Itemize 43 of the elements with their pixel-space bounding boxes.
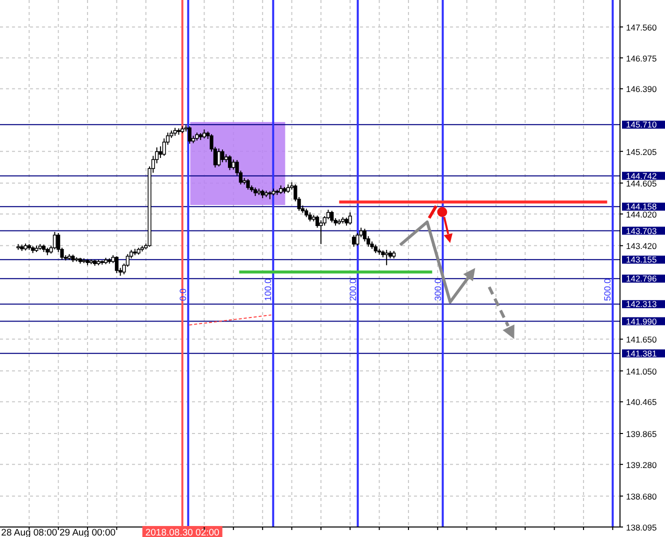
candlestick <box>52 231 57 250</box>
candlestick <box>232 159 236 170</box>
ref-line-label: 141.381 <box>626 348 657 358</box>
candlestick <box>188 126 192 144</box>
y-tick-label: 138.680 <box>626 491 657 502</box>
candlestick <box>220 149 224 163</box>
ref-line-label: 142.313 <box>626 299 657 310</box>
y-tick-label: 144.605 <box>626 178 657 188</box>
candlestick <box>246 178 250 190</box>
y-tick-label: 144.020 <box>626 209 657 220</box>
ref-line-label: 145.710 <box>626 120 657 130</box>
y-tick-label: 141.050 <box>626 366 657 376</box>
y-tick-label: 147.560 <box>626 22 657 32</box>
annotation: 0.0 <box>178 288 188 301</box>
annotation: 200.0 <box>348 278 358 301</box>
candlestick <box>228 154 232 171</box>
ref-line-label: 144.158 <box>626 202 657 212</box>
annotation: 500.0 <box>602 278 613 301</box>
candlestick <box>348 212 352 226</box>
ref-line-label: 143.155 <box>626 254 657 265</box>
candlestick <box>217 148 221 167</box>
ref-line-label: 142.796 <box>626 274 657 284</box>
ref-line-label: 141.990 <box>626 316 657 326</box>
y-tick-label: 140.465 <box>626 397 657 408</box>
y-tick-label: 143.420 <box>626 241 657 252</box>
candlestick <box>384 249 388 266</box>
candlestick <box>352 234 356 248</box>
y-tick-label: 146.390 <box>626 84 657 94</box>
ref-line-label: 144.742 <box>626 170 657 181</box>
y-tick-label: 139.280 <box>626 460 657 470</box>
y-tick-label: 141.650 <box>626 334 657 345</box>
annotation: 100.0 <box>263 278 274 301</box>
y-tick-label: 145.205 <box>626 146 657 157</box>
annotation: 300.0 <box>432 278 443 301</box>
y-tick-label: 139.865 <box>626 428 657 439</box>
candlestick <box>114 256 119 274</box>
candlestick <box>158 146 162 158</box>
x-tick-label: 2018.08.30 02:00 <box>145 528 220 537</box>
y-tick-label: 146.975 <box>626 53 657 64</box>
ref-line-label: 143.703 <box>626 226 657 236</box>
candlestick <box>330 210 334 223</box>
candlestick <box>319 220 323 245</box>
y-tick-label: 138.095 <box>626 522 657 532</box>
